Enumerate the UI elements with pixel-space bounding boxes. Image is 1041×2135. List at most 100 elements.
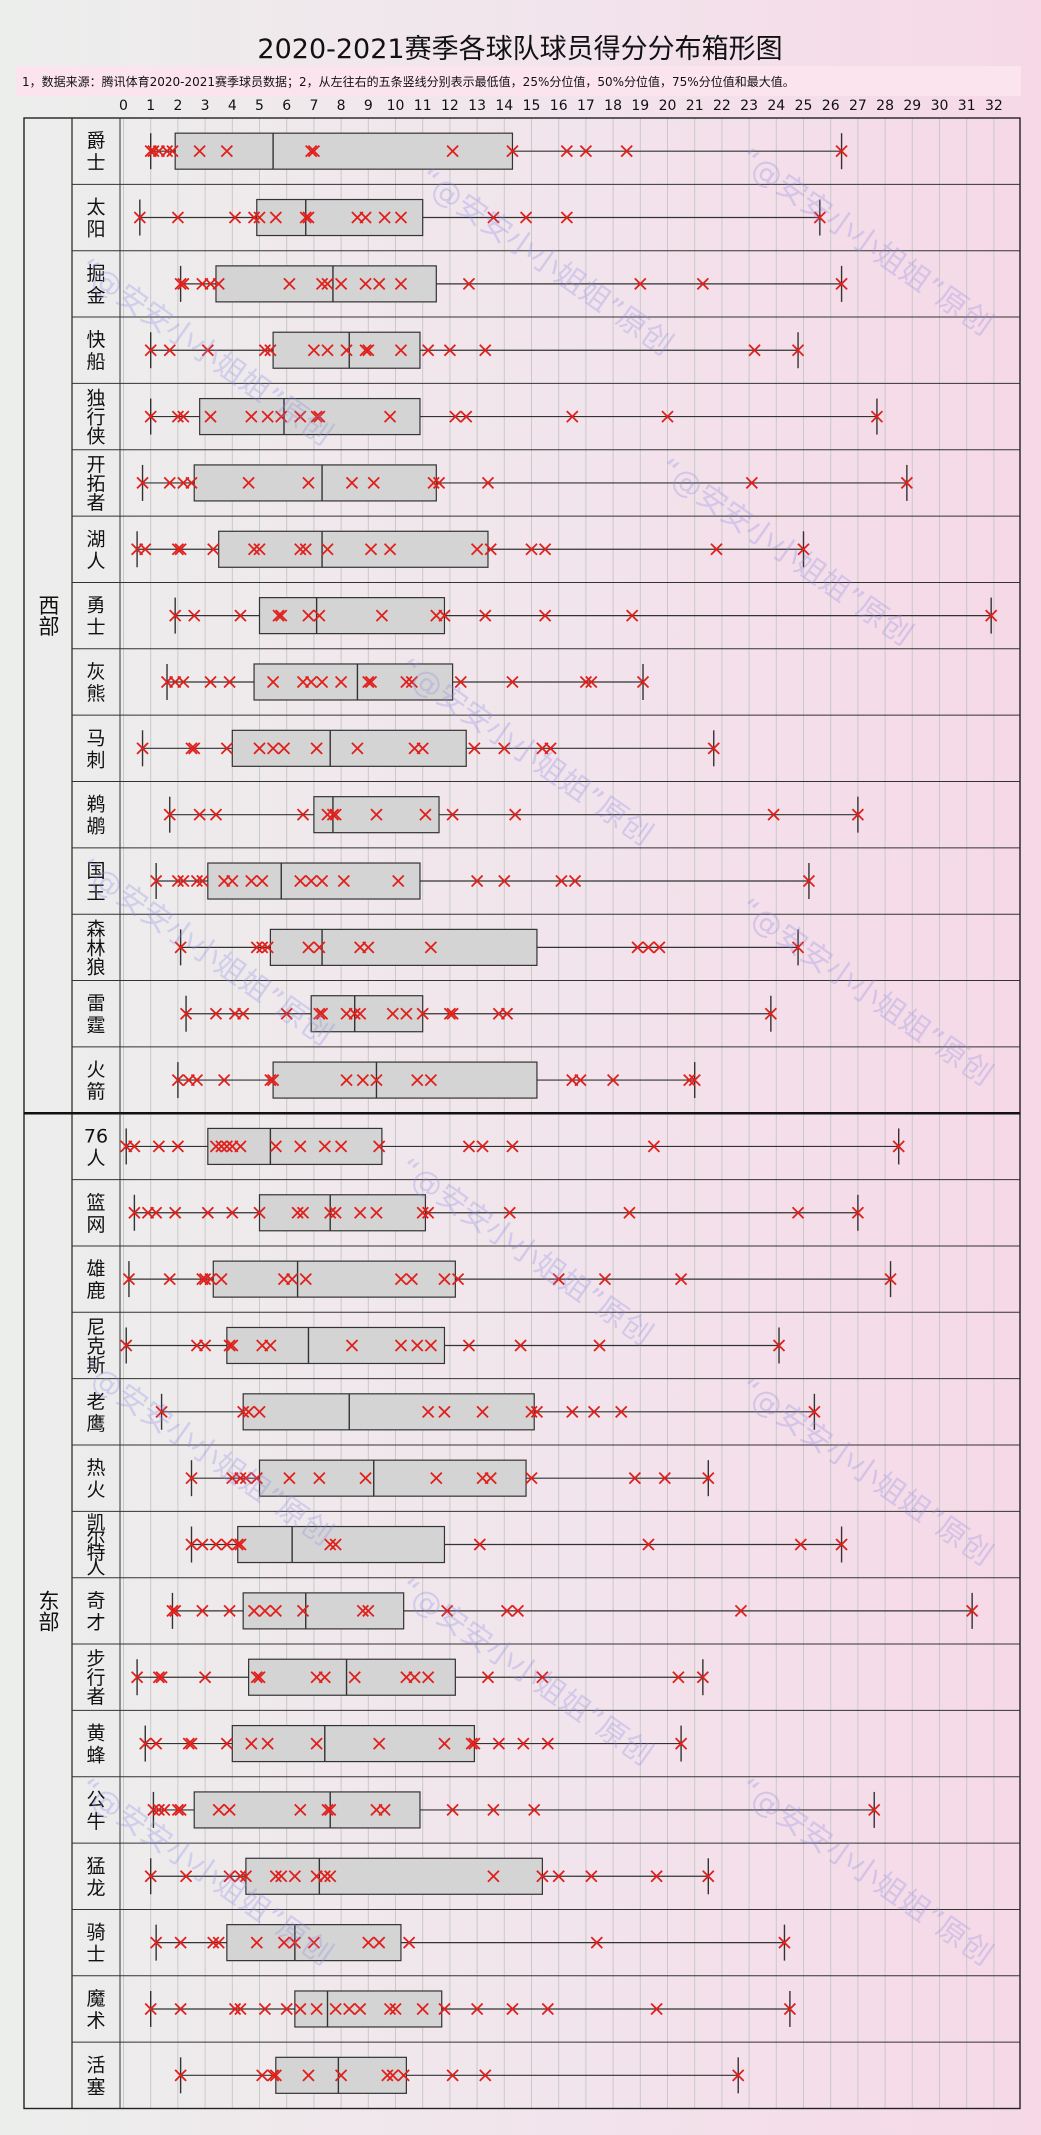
player-point xyxy=(302,2069,315,2082)
player-point xyxy=(204,1272,217,1286)
player-point xyxy=(802,874,816,888)
player-point xyxy=(226,874,239,888)
player-point xyxy=(590,1936,603,1949)
player-point xyxy=(506,675,519,689)
player-point xyxy=(122,1272,136,1286)
player-point xyxy=(696,1671,709,1684)
team-row: 76 人 xyxy=(84,1113,905,1180)
player-point xyxy=(280,2002,293,2016)
player-point xyxy=(386,1007,399,1020)
player-point xyxy=(367,476,380,490)
player-point xyxy=(767,808,780,821)
x-tick-label: 21 xyxy=(686,98,704,114)
player-point xyxy=(294,2002,307,2016)
player-point xyxy=(223,1803,236,1817)
player-point xyxy=(468,1737,481,1750)
team-row: 火箭 xyxy=(72,1046,1020,1114)
player-point xyxy=(234,609,247,622)
player-point xyxy=(745,476,758,490)
x-tick-label: 0 xyxy=(119,98,128,114)
team-name: 爵士 xyxy=(86,130,105,174)
player-point xyxy=(422,1671,435,1684)
player-point xyxy=(147,145,160,158)
player-point xyxy=(294,543,307,556)
player-point xyxy=(334,277,348,291)
player-point xyxy=(163,344,176,357)
player-point xyxy=(672,1671,685,1684)
player-point xyxy=(985,609,998,622)
player-point xyxy=(710,543,723,556)
player-point xyxy=(177,410,190,423)
player-point xyxy=(315,1007,329,1020)
player-point xyxy=(373,1140,386,1153)
player-point xyxy=(585,1870,598,1883)
player-point xyxy=(405,675,418,689)
player-point xyxy=(269,1140,282,1153)
player-point xyxy=(615,1405,628,1418)
player-point xyxy=(193,145,206,158)
player-point xyxy=(174,941,187,954)
player-point xyxy=(296,808,310,821)
player-point xyxy=(408,1671,421,1684)
player-point xyxy=(234,1538,247,1551)
player-point xyxy=(462,1140,476,1153)
player-point xyxy=(150,1936,163,1949)
player-point xyxy=(152,1140,165,1153)
player-point xyxy=(190,874,204,888)
player-point xyxy=(209,1007,223,1020)
player-point xyxy=(188,609,201,622)
team-name: 魔术 xyxy=(86,1988,105,2032)
player-point xyxy=(212,277,225,291)
watermark: “@安安小小姐姐”原创 xyxy=(732,1372,999,1573)
player-point xyxy=(868,1803,881,1817)
player-point xyxy=(136,476,149,490)
player-point xyxy=(653,941,666,954)
player-point xyxy=(566,410,579,423)
team-row: 猛龙 xyxy=(72,1842,1020,1910)
player-point xyxy=(256,941,269,954)
player-point xyxy=(348,1671,361,1684)
player-point xyxy=(402,1936,416,1949)
player-point xyxy=(528,1803,541,1817)
player-point xyxy=(294,874,307,888)
x-tick-label: 30 xyxy=(931,98,949,114)
team-row: 太阳 xyxy=(72,183,1020,251)
team-name: 活塞 xyxy=(86,2054,105,2098)
player-point xyxy=(400,1007,413,1020)
player-point xyxy=(791,344,805,357)
x-tick-label: 11 xyxy=(414,98,432,114)
player-point xyxy=(256,874,269,888)
player-point xyxy=(177,277,190,291)
player-point xyxy=(261,1737,274,1750)
player-point xyxy=(302,211,315,224)
player-point xyxy=(451,1272,465,1286)
iqr-box xyxy=(242,1393,535,1431)
player-point xyxy=(196,1538,209,1551)
player-point xyxy=(223,1339,236,1352)
player-point xyxy=(171,543,185,556)
player-point xyxy=(587,1405,601,1418)
team-row: 森林狼 xyxy=(72,913,1020,981)
player-point xyxy=(620,145,633,158)
player-point xyxy=(329,2002,342,2016)
player-point xyxy=(400,675,413,689)
player-point xyxy=(150,874,163,888)
player-point xyxy=(337,874,350,888)
chart-note: 1，数据来源：腾讯体育2020-2021赛季球员数据；2，从左往右的五条竖线分别… xyxy=(22,74,795,89)
player-point xyxy=(120,1339,133,1352)
player-point xyxy=(198,1671,212,1684)
player-point xyxy=(538,609,552,622)
player-point xyxy=(144,2002,157,2016)
player-point xyxy=(419,808,432,821)
player-point xyxy=(234,1472,247,1485)
iqr-box xyxy=(256,198,424,237)
player-point xyxy=(416,2002,429,2016)
player-point xyxy=(492,1737,505,1750)
player-point xyxy=(204,675,217,689)
player-point xyxy=(245,874,258,888)
player-point xyxy=(362,675,375,689)
player-point xyxy=(220,1538,233,1551)
player-point xyxy=(283,277,296,291)
team-name: 猛龙 xyxy=(86,1855,105,1899)
player-point xyxy=(356,1073,369,1087)
